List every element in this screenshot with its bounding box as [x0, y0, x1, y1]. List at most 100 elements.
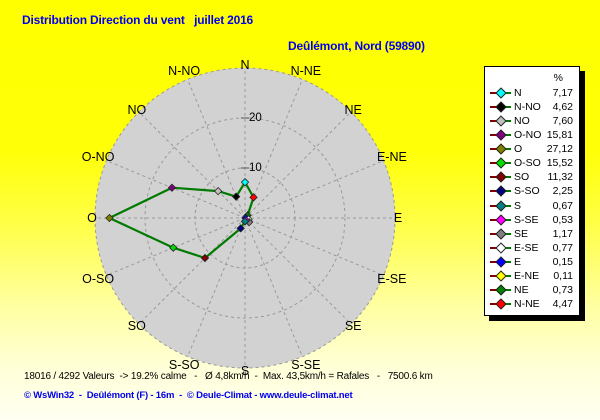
data-point-S [240, 217, 250, 226]
data-point-NO [213, 186, 223, 196]
grid-spoke [106, 217, 246, 276]
legend-value: 7,60 [552, 115, 573, 128]
station-label: Deûlémont, Nord (59890) [288, 39, 425, 53]
footer-credits: © WsWin32 - Deûlémont (F) - 16m - © Deul… [24, 390, 353, 401]
direction-label-NE: NE [344, 103, 361, 117]
legend-marker-icon [490, 227, 511, 241]
legend-item-S: S 0,67 [485, 199, 579, 213]
data-point-O-SO [169, 243, 178, 252]
data-point-O-NO [167, 183, 177, 192]
legend-value: 4,47 [552, 298, 573, 311]
legend-item-N: N 7,17 [485, 86, 579, 100]
grid-circle [94, 67, 396, 369]
legend-value: 15,52 [546, 157, 573, 170]
direction-label-O-NO: O-NO [82, 150, 115, 164]
legend-label: S-SE [514, 213, 539, 226]
legend-value: 4,62 [552, 101, 573, 114]
legend-dot-icon [495, 87, 507, 99]
legend-item-N-NO: N-NO 4,62 [485, 100, 579, 114]
legend-value: 0,11 [553, 269, 573, 282]
legend-dot-icon [495, 256, 507, 268]
direction-label-N-NO: N-NO [168, 64, 200, 78]
legend-label: SE [514, 227, 529, 240]
direction-label-NO: NO [127, 103, 146, 117]
legend-label: O-SO [514, 157, 541, 170]
legend-marker-icon [490, 86, 511, 100]
legend-item-S-SO: S-SO 2,25 [485, 184, 579, 198]
data-point-O [105, 213, 114, 223]
direction-label-O: O [87, 211, 97, 225]
legend-item-E-SE: E-SE 0,77 [485, 241, 579, 255]
legend-label: N [514, 87, 522, 99]
legend-value: 0,67 [552, 199, 573, 212]
chart-title: Distribution Direction du vent juillet 2… [22, 13, 254, 27]
legend-marker-icon [490, 255, 511, 269]
legend-label: O-NO [514, 129, 542, 142]
legend-label: S [514, 199, 522, 212]
direction-label-S-SO: S-SO [169, 358, 200, 372]
data-point-S-SO [236, 224, 245, 233]
legend-marker-icon [490, 100, 511, 114]
grid-spoke [244, 160, 384, 219]
status-line: 18016 / 4292 Valeurs -> 19.2% calme - Ø … [24, 371, 433, 382]
legend-value: 1,17 [552, 227, 573, 240]
legend-label: E-SE [514, 241, 539, 254]
legend-label: O [514, 143, 523, 156]
legend-value: 7,17 [552, 87, 573, 99]
legend-dot-icon [495, 143, 507, 155]
legend-marker-icon [490, 213, 511, 227]
legend-item-S-SE: S-SE 0,53 [485, 213, 579, 227]
data-point-SO [200, 253, 210, 263]
legend-value: 0,53 [552, 213, 573, 226]
legend-marker-icon [490, 283, 511, 297]
legend-dot-icon [495, 270, 507, 282]
legend-item-O-NO: O-NO 15,81 [485, 128, 579, 142]
legend-marker-icon [490, 156, 511, 170]
legend-dot-icon [495, 228, 507, 240]
legend-marker-icon [490, 170, 511, 184]
data-point-N-NE [249, 193, 258, 202]
grid-spoke [244, 217, 352, 325]
legend-marker-icon [490, 241, 511, 255]
legend-label: NE [514, 283, 529, 296]
legend-value: 15,81 [546, 129, 573, 142]
legend-marker-icon [490, 269, 511, 283]
legend-item-SO: SO 11,32 [485, 170, 579, 184]
legend-marker-icon [490, 142, 511, 156]
legend-item-E: E 0,15 [485, 255, 579, 269]
legend-marker-icon [490, 184, 511, 198]
grid-spoke [138, 111, 246, 219]
direction-label-SE: SE [345, 319, 362, 333]
legend-marker-icon [490, 297, 511, 311]
radial-tick-label: 10 [249, 162, 262, 174]
direction-label-N-NE: N-NE [291, 64, 322, 78]
direction-label-N: N [240, 58, 249, 72]
direction-label-O-SO: O-SO [82, 272, 114, 286]
legend-item-E-NE: E-NE 0,11 [485, 269, 579, 283]
legend-dot-icon [495, 101, 507, 113]
grid-spoke [187, 217, 246, 357]
legend-item-O-SO: O-SO 15,52 [485, 156, 579, 170]
legend-marker-icon [490, 128, 511, 142]
direction-label-S: S [241, 364, 249, 378]
legend-unit-header: % [553, 72, 563, 84]
legend-dot-icon [495, 213, 507, 226]
legend-dot-icon [495, 129, 507, 141]
legend-dot-icon [495, 171, 507, 184]
direction-label-SO: SO [128, 319, 146, 333]
grid-spoke [244, 217, 303, 357]
legend-dot-icon [495, 157, 507, 170]
grid-spoke [244, 217, 384, 276]
legend-item-O: O 27,12 [485, 142, 579, 156]
legend-value: 27,12 [546, 143, 573, 156]
legend-dot-icon [495, 185, 507, 198]
legend-dot-icon [495, 284, 507, 296]
legend-panel: % N 7,17 N-NO 4,62 NO 7,60 O-NO 15,81 O 27,12 O-SO… [484, 66, 580, 316]
legend-label: E-NE [514, 269, 540, 282]
legend-marker-icon [490, 199, 511, 213]
direction-label-E-NE: E-NE [377, 150, 407, 164]
legend-item-SE: SE 1,17 [485, 227, 579, 241]
legend-item-N-NE: N-NE 4,47 [485, 297, 579, 311]
legend-label: S-SO [514, 185, 540, 198]
